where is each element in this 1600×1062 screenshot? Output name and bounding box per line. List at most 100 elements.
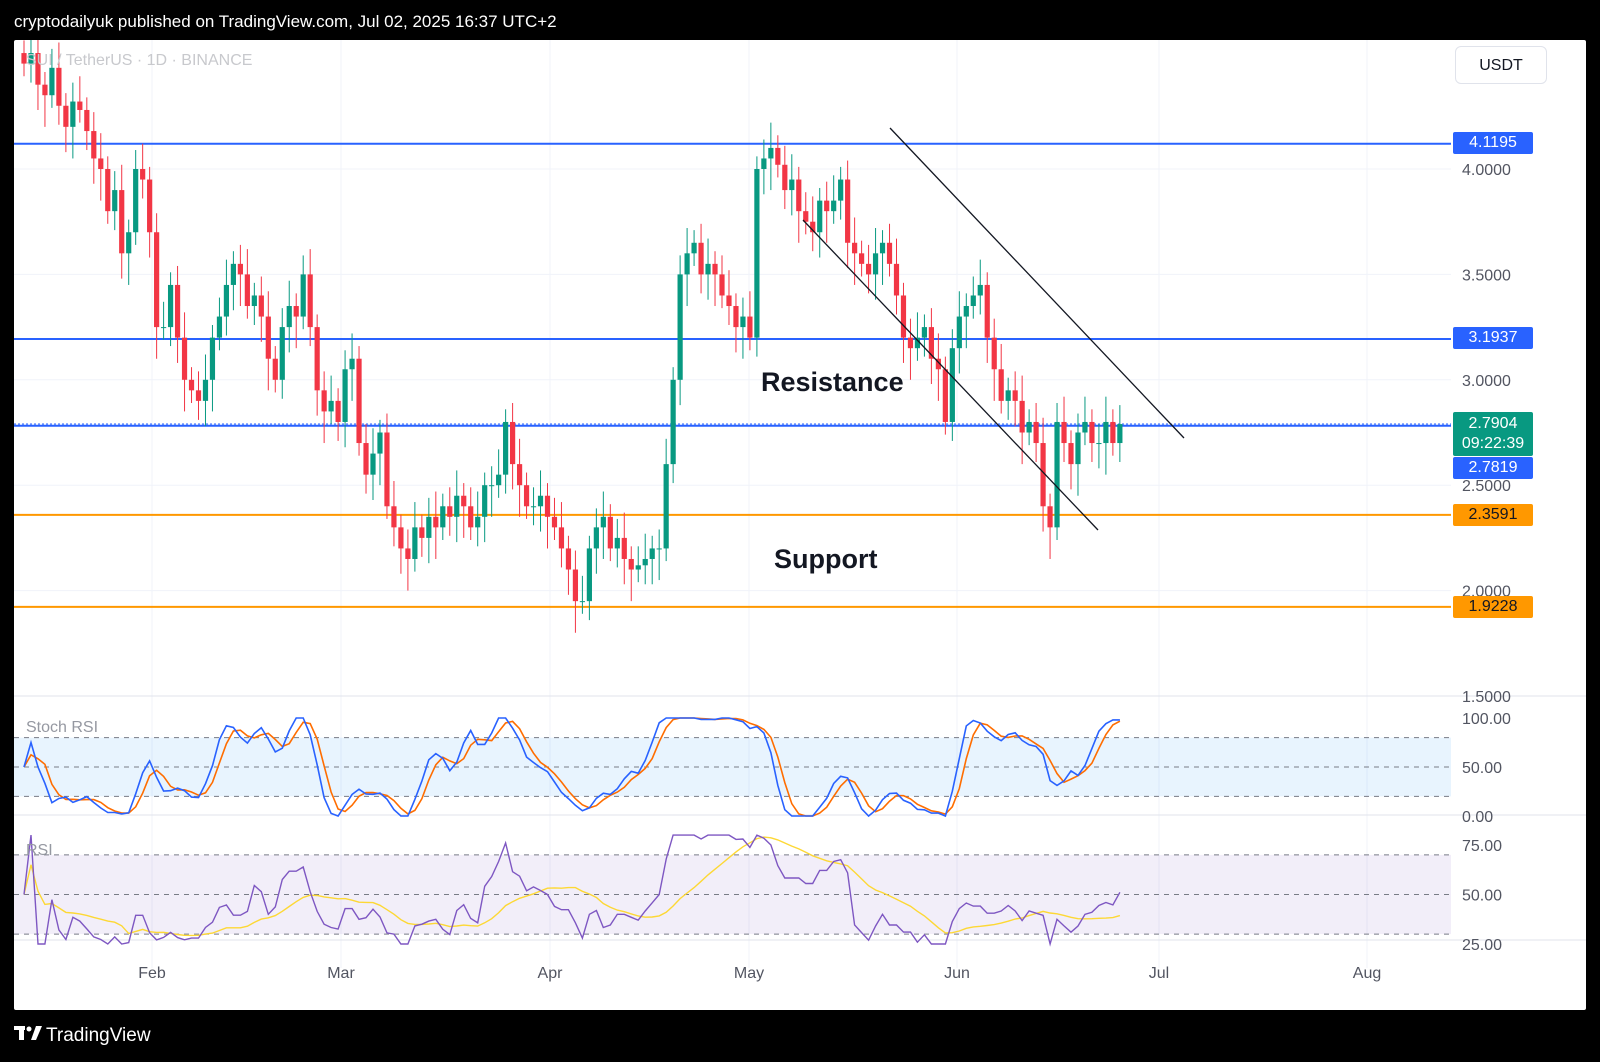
candle (810, 196, 816, 252)
candle-body (167, 284, 174, 328)
candle-body (181, 337, 188, 380)
candle (691, 230, 697, 266)
candle-body (970, 295, 976, 307)
candle-body (900, 295, 907, 338)
candle (977, 259, 983, 315)
candle-body (628, 558, 634, 570)
candle-body (363, 443, 369, 475)
candle (551, 497, 558, 541)
candle (998, 343, 1004, 414)
candle (705, 238, 711, 300)
candle (656, 529, 662, 581)
candle-body (544, 495, 551, 517)
candle (817, 187, 823, 258)
candle-body (496, 474, 502, 486)
candle (195, 371, 202, 420)
candle (77, 76, 83, 123)
candle (412, 502, 418, 572)
candle (188, 367, 195, 403)
candle-body (635, 565, 641, 570)
candle-body (824, 200, 830, 212)
candle (28, 40, 34, 83)
stoch-band (14, 737, 1451, 797)
candle-body (879, 242, 886, 254)
candle-body (670, 379, 676, 465)
tradingview-logo-icon (14, 1026, 42, 1040)
candle (112, 171, 118, 231)
candle-body (991, 337, 997, 370)
candle-body (1026, 421, 1032, 433)
candle-body (1054, 421, 1060, 528)
candle (405, 529, 411, 591)
candle (635, 546, 641, 583)
candle-body (405, 548, 411, 559)
candle (907, 318, 914, 380)
month-tick-0: Feb (138, 965, 166, 982)
candle-body (126, 232, 132, 254)
candle (796, 166, 802, 243)
candle (21, 40, 27, 77)
month-tick-6: Aug (1353, 965, 1381, 982)
candle-body (537, 495, 544, 507)
last-price-value: 2.7904 (1468, 415, 1518, 432)
candle (845, 160, 851, 269)
candle (670, 367, 676, 484)
price-tick-2: 3.0000 (1462, 373, 1511, 390)
stoch-tick-1: 50.00 (1462, 760, 1502, 777)
candle-body (119, 190, 125, 254)
candle-body (907, 337, 914, 349)
candle (237, 244, 243, 307)
candle-body (440, 506, 446, 528)
candle-body (335, 400, 341, 422)
publish-header: cryptodailyuk published on TradingView.c… (0, 0, 1600, 40)
rsi-band (14, 854, 1451, 935)
candle (307, 249, 313, 347)
candle (1005, 377, 1011, 420)
candle (447, 487, 453, 536)
candle-body (747, 316, 753, 338)
candle-body (70, 101, 76, 127)
rsi-tick-0: 75.00 (1462, 838, 1502, 855)
candle (49, 48, 55, 108)
candle-body (356, 358, 362, 444)
candle-body (475, 516, 481, 528)
candle-body (928, 327, 934, 359)
candle (258, 276, 264, 342)
candle-body (607, 516, 613, 549)
candle-body (803, 211, 809, 222)
candle-body (209, 337, 216, 380)
month-tick-5: Jul (1149, 965, 1169, 982)
candle (335, 388, 341, 441)
candle-body (1061, 421, 1067, 444)
candle-body (28, 53, 34, 64)
channel-lower-line (802, 219, 1099, 531)
candle-body (42, 84, 48, 96)
candle (119, 164, 125, 279)
candle-body (1012, 390, 1018, 401)
candle-body (174, 284, 181, 338)
candle-body (272, 358, 278, 380)
candle (698, 223, 704, 294)
candle-body (1103, 421, 1109, 444)
candle-body (998, 369, 1004, 401)
candle-body (551, 516, 558, 528)
candle (789, 154, 795, 216)
candle-body (21, 53, 27, 64)
chart-svg[interactable]: 4.00003.50003.00002.50002.00001.5000100.… (14, 40, 1586, 1010)
candle-body (35, 53, 41, 85)
candle (565, 535, 572, 595)
candle (84, 97, 90, 151)
candle (733, 293, 739, 353)
candle (649, 535, 655, 585)
candle-body (503, 421, 509, 475)
candle-body (1096, 443, 1102, 445)
rsi-line (23, 834, 1121, 947)
currency-button[interactable]: USDT (1455, 46, 1547, 84)
candle (167, 272, 174, 347)
candle-body (384, 432, 390, 507)
candle-body (370, 453, 376, 475)
candle-body (621, 537, 627, 559)
candle (886, 223, 893, 277)
candle (1082, 396, 1088, 446)
badge-3-1937: 3.1937 (1453, 327, 1533, 349)
